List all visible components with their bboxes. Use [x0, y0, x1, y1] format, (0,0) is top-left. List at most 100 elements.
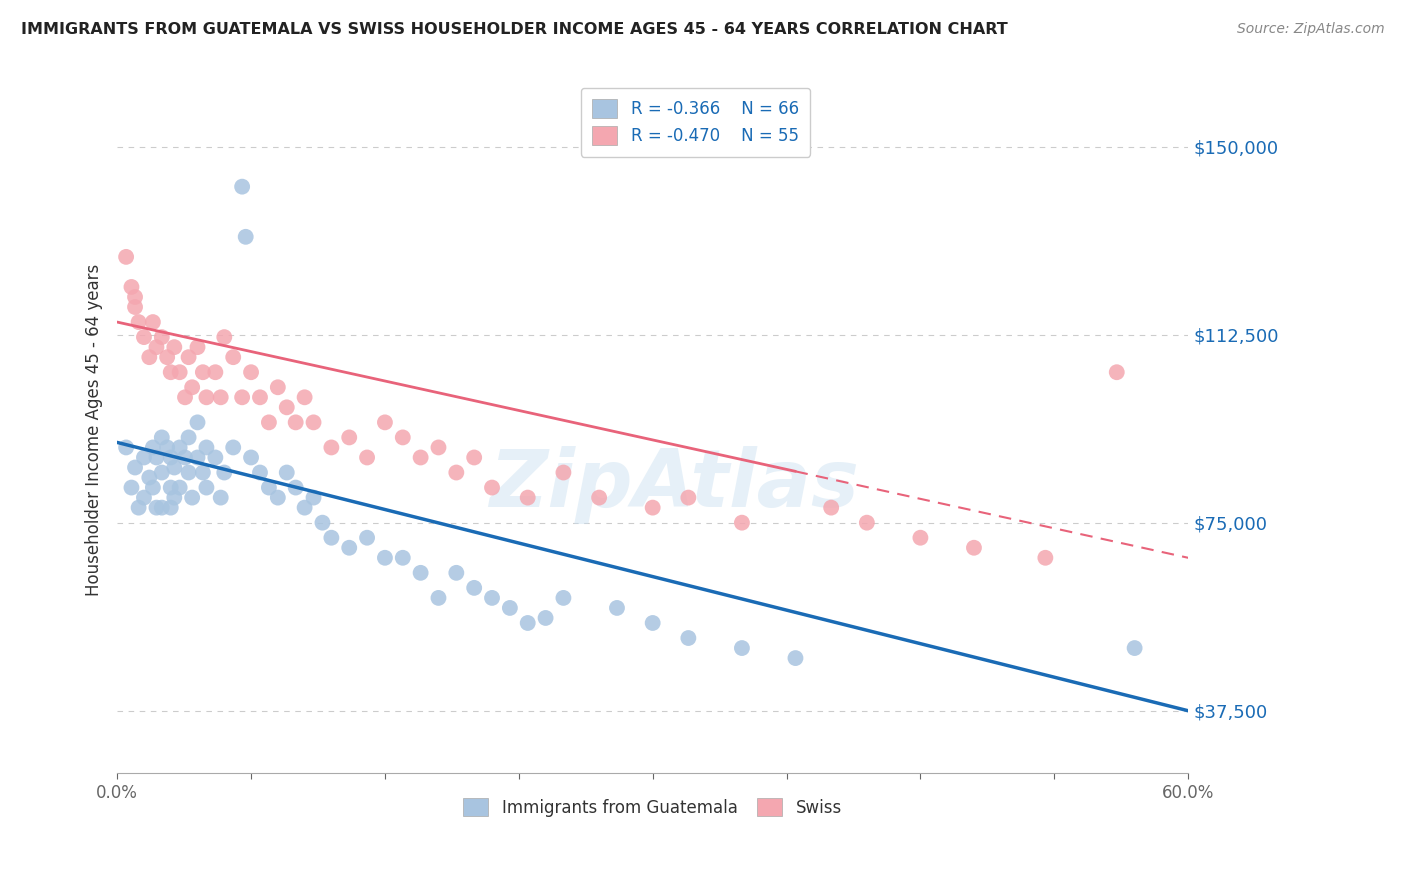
Point — [163, 491, 186, 505]
Point — [163, 340, 186, 354]
Point — [156, 441, 179, 455]
Point — [209, 491, 232, 505]
Point — [481, 481, 503, 495]
Point — [391, 430, 413, 444]
Point — [785, 651, 807, 665]
Point — [174, 390, 197, 404]
Point — [124, 460, 146, 475]
Point — [128, 315, 150, 329]
Point — [678, 491, 700, 505]
Point — [163, 460, 186, 475]
Point — [204, 450, 226, 465]
Point — [446, 566, 468, 580]
Point — [142, 481, 165, 495]
Point — [427, 591, 450, 605]
Point — [641, 615, 664, 630]
Point — [409, 450, 432, 465]
Point — [1123, 641, 1146, 656]
Point — [678, 631, 700, 645]
Point — [641, 500, 664, 515]
Point — [186, 450, 208, 465]
Point — [156, 350, 179, 364]
Point — [222, 441, 245, 455]
Point — [177, 466, 200, 480]
Point — [121, 481, 143, 495]
Point — [337, 430, 360, 444]
Point — [191, 365, 214, 379]
Point — [195, 390, 218, 404]
Point — [276, 466, 298, 480]
Point — [159, 365, 181, 379]
Point — [249, 390, 271, 404]
Point — [311, 516, 333, 530]
Point — [209, 390, 232, 404]
Point — [731, 516, 754, 530]
Point — [463, 450, 485, 465]
Point — [463, 581, 485, 595]
Point — [124, 300, 146, 314]
Point — [516, 491, 538, 505]
Point — [553, 466, 575, 480]
Point — [240, 365, 263, 379]
Point — [267, 380, 290, 394]
Point — [856, 516, 879, 530]
Point — [553, 591, 575, 605]
Point — [276, 401, 298, 415]
Point — [446, 466, 468, 480]
Point — [186, 340, 208, 354]
Point — [174, 450, 197, 465]
Point — [240, 450, 263, 465]
Point — [177, 350, 200, 364]
Point — [588, 491, 610, 505]
Point — [115, 250, 138, 264]
Y-axis label: Householder Income Ages 45 - 64 years: Householder Income Ages 45 - 64 years — [86, 264, 103, 596]
Point — [391, 550, 413, 565]
Point — [159, 450, 181, 465]
Point — [169, 365, 191, 379]
Point — [374, 550, 396, 565]
Point — [150, 330, 173, 344]
Point — [159, 500, 181, 515]
Point — [128, 500, 150, 515]
Point — [499, 601, 522, 615]
Point — [731, 641, 754, 656]
Point — [186, 416, 208, 430]
Point — [214, 330, 236, 344]
Point — [145, 500, 167, 515]
Point — [138, 470, 160, 484]
Point — [121, 280, 143, 294]
Point — [169, 481, 191, 495]
Point — [321, 441, 343, 455]
Point — [294, 390, 316, 404]
Point — [356, 450, 378, 465]
Point — [257, 481, 280, 495]
Point — [284, 416, 307, 430]
Point — [145, 340, 167, 354]
Point — [132, 491, 155, 505]
Point — [267, 491, 290, 505]
Point — [204, 365, 226, 379]
Text: Source: ZipAtlas.com: Source: ZipAtlas.com — [1237, 22, 1385, 37]
Point — [138, 350, 160, 364]
Point — [177, 430, 200, 444]
Point — [606, 601, 628, 615]
Point — [257, 416, 280, 430]
Point — [222, 350, 245, 364]
Point — [284, 481, 307, 495]
Point — [231, 179, 253, 194]
Point — [1035, 550, 1057, 565]
Point — [963, 541, 986, 555]
Point — [516, 615, 538, 630]
Point — [132, 330, 155, 344]
Point — [181, 380, 204, 394]
Point — [409, 566, 432, 580]
Point — [356, 531, 378, 545]
Point — [235, 229, 257, 244]
Point — [910, 531, 932, 545]
Point — [195, 441, 218, 455]
Point — [142, 441, 165, 455]
Point — [321, 531, 343, 545]
Legend: Immigrants from Guatemala, Swiss: Immigrants from Guatemala, Swiss — [457, 791, 849, 823]
Point — [191, 466, 214, 480]
Point — [181, 491, 204, 505]
